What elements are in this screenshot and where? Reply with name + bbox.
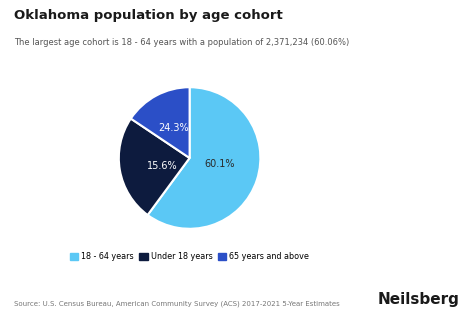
- Wedge shape: [119, 118, 190, 215]
- Text: 60.1%: 60.1%: [204, 159, 235, 169]
- Text: Oklahoma population by age cohort: Oklahoma population by age cohort: [14, 9, 283, 22]
- Wedge shape: [147, 87, 260, 229]
- Text: The largest age cohort is 18 - 64 years with a population of 2,371,234 (60.06%): The largest age cohort is 18 - 64 years …: [14, 38, 349, 47]
- Text: Neilsberg: Neilsberg: [378, 292, 460, 307]
- Text: 24.3%: 24.3%: [159, 123, 189, 133]
- Legend: 18 - 64 years, Under 18 years, 65 years and above: 18 - 64 years, Under 18 years, 65 years …: [67, 249, 312, 264]
- Text: 15.6%: 15.6%: [147, 161, 178, 172]
- Text: Source: U.S. Census Bureau, American Community Survey (ACS) 2017-2021 5-Year Est: Source: U.S. Census Bureau, American Com…: [14, 300, 340, 307]
- Wedge shape: [131, 87, 190, 158]
